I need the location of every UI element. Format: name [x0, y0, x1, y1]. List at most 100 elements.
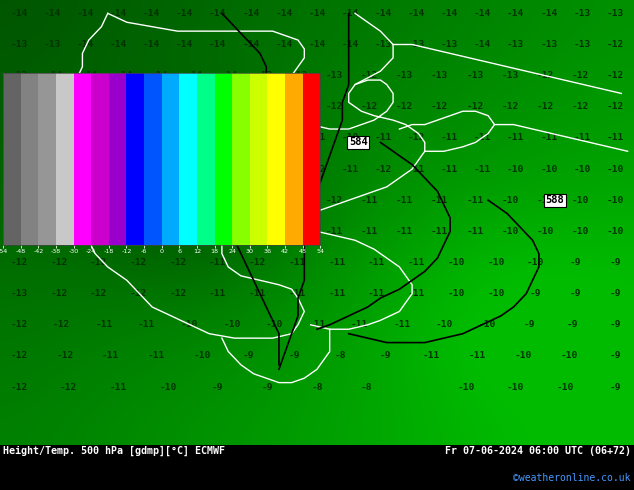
Text: -11: -11	[606, 133, 624, 143]
Text: -11: -11	[308, 320, 326, 329]
Text: -14: -14	[441, 9, 458, 18]
Text: -14: -14	[186, 71, 203, 80]
Text: -11: -11	[288, 289, 306, 298]
Text: -9: -9	[609, 351, 621, 361]
Text: -14: -14	[242, 40, 259, 49]
Text: -10: -10	[536, 227, 553, 236]
Text: -14: -14	[474, 40, 491, 49]
Text: -12: -12	[501, 102, 519, 111]
Text: -12: -12	[291, 227, 308, 236]
Text: -12: -12	[186, 227, 203, 236]
Text: -8: -8	[334, 351, 346, 361]
Text: ©weatheronline.co.uk: ©weatheronline.co.uk	[514, 473, 631, 483]
Text: -13: -13	[326, 71, 343, 80]
Text: -14: -14	[242, 9, 259, 18]
Text: -10: -10	[571, 196, 588, 205]
Text: -12: -12	[275, 133, 292, 143]
Text: -12: -12	[571, 102, 588, 111]
Text: -11: -11	[375, 133, 392, 143]
Text: -14: -14	[275, 40, 292, 49]
Text: -11: -11	[474, 165, 491, 173]
Text: -10: -10	[507, 383, 524, 392]
Text: -12: -12	[275, 165, 292, 173]
Text: -11: -11	[431, 196, 448, 205]
Text: -14: -14	[81, 71, 98, 80]
Text: -12: -12	[431, 102, 448, 111]
Text: -12: -12	[308, 165, 326, 173]
Text: -14: -14	[408, 9, 425, 18]
Text: -13: -13	[44, 133, 61, 143]
Text: -10: -10	[266, 320, 283, 329]
Text: -9: -9	[530, 289, 541, 298]
Text: -11: -11	[209, 289, 226, 298]
Text: -13: -13	[44, 40, 61, 49]
Text: -9: -9	[288, 351, 300, 361]
Text: -14: -14	[46, 102, 63, 111]
Text: -11: -11	[441, 133, 458, 143]
Text: -9: -9	[569, 289, 581, 298]
Text: -13: -13	[221, 102, 238, 111]
Text: -12: -12	[466, 102, 483, 111]
Text: -11: -11	[441, 165, 458, 173]
Text: -12: -12	[606, 71, 624, 80]
Text: -14: -14	[77, 9, 94, 18]
Text: -12: -12	[326, 196, 343, 205]
Text: -14: -14	[115, 102, 133, 111]
Text: -14: -14	[209, 9, 226, 18]
Text: -12: -12	[46, 227, 63, 236]
Text: -10: -10	[606, 165, 624, 173]
Text: -10: -10	[342, 133, 359, 143]
Text: -14: -14	[10, 133, 28, 143]
Text: -12: -12	[209, 133, 226, 143]
Text: -14: -14	[209, 40, 226, 49]
Text: -12: -12	[361, 102, 378, 111]
Text: -10: -10	[436, 320, 453, 329]
Text: -13: -13	[375, 40, 392, 49]
Text: -10: -10	[159, 383, 177, 392]
Text: -12: -12	[606, 40, 624, 49]
Text: -11: -11	[138, 320, 155, 329]
Text: -14: -14	[474, 9, 491, 18]
Text: -14: -14	[10, 102, 28, 111]
Text: -10: -10	[515, 351, 532, 361]
Text: -11: -11	[507, 133, 524, 143]
Text: -13: -13	[291, 71, 308, 80]
Text: -10: -10	[527, 258, 544, 267]
Text: -10: -10	[457, 383, 475, 392]
Text: -13: -13	[501, 71, 519, 80]
Text: -13: -13	[115, 227, 133, 236]
Text: -9: -9	[609, 320, 621, 329]
Text: -12: -12	[90, 258, 107, 267]
Text: -9: -9	[242, 351, 254, 361]
Text: -10: -10	[606, 196, 624, 205]
Text: -14: -14	[110, 9, 127, 18]
Text: -12: -12	[10, 383, 28, 392]
Text: -12: -12	[291, 102, 308, 111]
Text: -12: -12	[77, 165, 94, 173]
Text: -12: -12	[242, 165, 259, 173]
Text: -10: -10	[181, 320, 198, 329]
Text: -10: -10	[536, 196, 553, 205]
Text: -13: -13	[256, 102, 273, 111]
Text: -12: -12	[256, 196, 273, 205]
Text: -12: -12	[249, 258, 266, 267]
Text: Fr 07-06-2024 06:00 UTC (06+72): Fr 07-06-2024 06:00 UTC (06+72)	[445, 446, 631, 456]
Text: -14: -14	[143, 40, 160, 49]
Text: -11: -11	[394, 320, 411, 329]
Text: -11: -11	[351, 320, 368, 329]
Text: -14: -14	[308, 9, 326, 18]
Text: -12: -12	[186, 102, 203, 111]
Text: -10: -10	[487, 289, 505, 298]
Text: -9: -9	[609, 258, 621, 267]
Text: -12: -12	[186, 196, 203, 205]
Text: -12: -12	[50, 258, 67, 267]
Text: -11: -11	[308, 133, 326, 143]
Text: -9: -9	[609, 383, 621, 392]
Text: -10: -10	[448, 289, 465, 298]
Text: -12: -12	[151, 196, 168, 205]
Text: 584: 584	[349, 137, 368, 147]
Text: -13: -13	[10, 227, 28, 236]
Text: -12: -12	[10, 258, 28, 267]
Text: -11: -11	[148, 351, 165, 361]
Text: -13: -13	[441, 40, 458, 49]
